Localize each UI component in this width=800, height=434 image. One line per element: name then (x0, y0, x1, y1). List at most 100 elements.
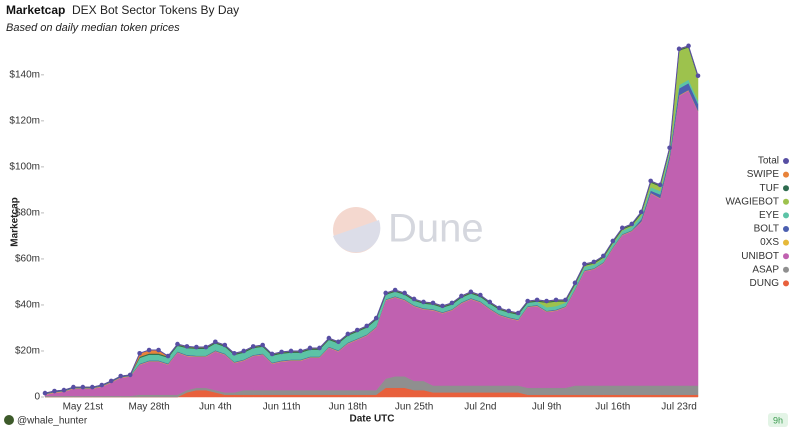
total-point (222, 342, 228, 348)
total-point (99, 382, 105, 388)
y-tick-label: $120m (9, 115, 40, 126)
total-point (648, 178, 653, 184)
total-point (515, 310, 521, 316)
total-point (165, 353, 171, 359)
plot-area (42, 43, 701, 398)
x-tick-label: Jun 18th (329, 402, 367, 413)
total-point (52, 388, 57, 394)
total-point (194, 344, 199, 350)
x-tick-label: Jul 16th (595, 402, 630, 413)
total-point (146, 347, 152, 353)
chart-subtitle: DEX Bot Sector Tokens By Day (72, 3, 239, 17)
total-point (71, 384, 76, 390)
total-point (213, 339, 218, 345)
legend-label[interactable]: BOLT (754, 224, 779, 235)
total-point (156, 347, 161, 353)
total-point (317, 345, 322, 351)
total-point (127, 372, 133, 378)
total-point (175, 341, 180, 347)
total-point (496, 305, 502, 311)
total-point (392, 287, 398, 293)
legend-label[interactable]: SWIPE (747, 169, 780, 180)
total-point (260, 342, 265, 348)
legend-swatch (783, 198, 789, 205)
total-point (364, 323, 370, 329)
total-point (440, 303, 445, 309)
legend-label[interactable]: ASAP (752, 264, 779, 275)
legend-swatch (783, 185, 789, 192)
x-tick-label: Jun 4th (199, 402, 232, 413)
chart-title: Marketcap (6, 3, 65, 17)
legend-swatch (783, 158, 789, 164)
total-point (695, 73, 701, 79)
x-tick-label: Jul 23rd (661, 402, 697, 413)
x-axis-label: Date UTC (349, 414, 394, 425)
total-point (449, 300, 455, 306)
legend-swatch (783, 280, 789, 287)
total-point (619, 225, 625, 231)
legend-label[interactable]: 0XS (760, 237, 779, 248)
total-point (288, 348, 294, 354)
total-point (326, 335, 332, 341)
legend-label[interactable]: WAGIEBOT (725, 196, 779, 207)
x-tick-label: Jun 25th (395, 402, 433, 413)
total-point (544, 298, 549, 304)
total-point (231, 350, 237, 356)
total-point (383, 290, 388, 296)
total-point (345, 331, 351, 337)
legend-label[interactable]: Total (758, 156, 779, 167)
x-tick-label: Jul 2nd (464, 402, 496, 413)
legend-swatch (783, 253, 789, 260)
y-tick-label: $60m (15, 254, 40, 265)
legend-label[interactable]: EYE (759, 210, 779, 221)
total-point (411, 296, 417, 302)
total-point (336, 339, 341, 345)
footer-age: 9h (773, 415, 783, 425)
total-point (118, 373, 124, 379)
legend-swatch (783, 239, 789, 246)
total-point (553, 297, 559, 303)
watermark: Dune (333, 207, 484, 253)
total-point (80, 384, 86, 390)
total-point (459, 293, 464, 299)
total-point (279, 349, 284, 355)
legend-swatch (783, 212, 789, 219)
total-point (638, 209, 644, 215)
total-point (241, 348, 247, 354)
total-point (42, 390, 48, 396)
total-point (601, 253, 606, 259)
total-point (373, 315, 379, 321)
total-point (676, 46, 682, 52)
legend-label[interactable]: UNIBOT (741, 251, 779, 262)
total-point (203, 344, 209, 350)
legend-label[interactable]: TUF (760, 183, 779, 194)
total-point (534, 297, 540, 303)
total-point (478, 292, 483, 298)
legend-label[interactable]: DUNG (750, 278, 780, 289)
y-tick-label: $20m (15, 346, 40, 357)
watermark-logo-part (333, 220, 381, 253)
total-point (421, 299, 426, 305)
total-point (610, 238, 616, 244)
x-tick-label: Jul 9th (532, 402, 561, 413)
total-point (525, 298, 530, 304)
total-point (355, 327, 360, 333)
y-tick-label: $100m (9, 162, 40, 173)
total-point (108, 378, 114, 384)
age-badge (768, 413, 788, 427)
total-point (572, 280, 578, 286)
chart-note: Based on daily median token prices (6, 22, 180, 34)
total-point (402, 290, 407, 296)
watermark-text: Dune (388, 207, 484, 251)
avatar (4, 415, 14, 425)
total-point (487, 299, 493, 305)
total-point (137, 350, 142, 356)
total-line (44, 45, 699, 394)
legend-swatch (783, 171, 789, 178)
total-point (307, 345, 313, 351)
x-tick-label: May 21st (63, 402, 104, 413)
total-point (506, 308, 512, 314)
x-tick-label: May 28th (129, 402, 170, 413)
footer-user[interactable]: @whale_hunter (17, 416, 88, 427)
